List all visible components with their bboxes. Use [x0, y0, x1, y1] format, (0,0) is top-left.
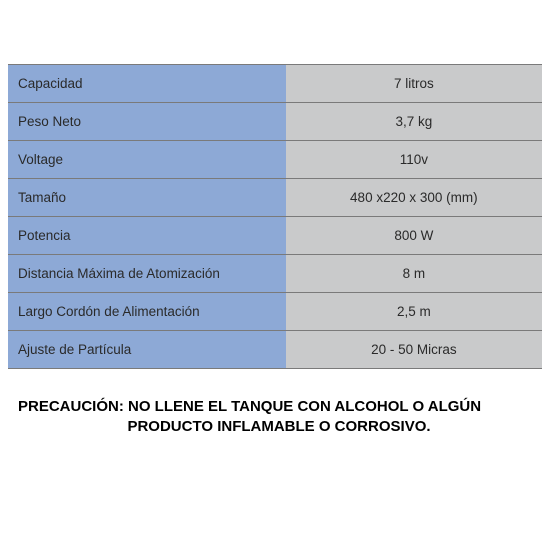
spec-value: 20 - 50 Micras — [286, 331, 542, 369]
spec-value: 800 W — [286, 217, 542, 255]
spec-table: Capacidad 7 litros Peso Neto 3,7 kg Volt… — [8, 64, 542, 369]
table-row: Peso Neto 3,7 kg — [8, 103, 542, 141]
table-row: Largo Cordón de Alimentación 2,5 m — [8, 293, 542, 331]
spec-label: Peso Neto — [8, 103, 286, 141]
table-row: Tamaño 480 x220 x 300 (mm) — [8, 179, 542, 217]
spec-label: Ajuste de Partícula — [8, 331, 286, 369]
warning-text: PRECAUCIÓN: NO LLENE EL TANQUE CON ALCOH… — [8, 397, 542, 438]
spec-value: 2,5 m — [286, 293, 542, 331]
spec-value: 7 litros — [286, 65, 542, 103]
table-row: Voltage 110v — [8, 141, 542, 179]
spec-value: 8 m — [286, 255, 542, 293]
warning-line-2: PRODUCTO INFLAMABLE O CORROSIVO. — [14, 417, 536, 437]
spec-label: Largo Cordón de Alimentación — [8, 293, 286, 331]
spec-value: 480 x220 x 300 (mm) — [286, 179, 542, 217]
table-row: Potencia 800 W — [8, 217, 542, 255]
spec-label: Potencia — [8, 217, 286, 255]
spec-value: 3,7 kg — [286, 103, 542, 141]
table-row: Ajuste de Partícula 20 - 50 Micras — [8, 331, 542, 369]
table-row: Capacidad 7 litros — [8, 65, 542, 103]
spec-value: 110v — [286, 141, 542, 179]
spec-label: Voltage — [8, 141, 286, 179]
spec-label: Distancia Máxima de Atomización — [8, 255, 286, 293]
warning-line-1: PRECAUCIÓN: NO LLENE EL TANQUE CON ALCOH… — [14, 397, 536, 417]
table-row: Distancia Máxima de Atomización 8 m — [8, 255, 542, 293]
spec-label: Capacidad — [8, 65, 286, 103]
spec-table-body: Capacidad 7 litros Peso Neto 3,7 kg Volt… — [8, 65, 542, 369]
spec-label: Tamaño — [8, 179, 286, 217]
